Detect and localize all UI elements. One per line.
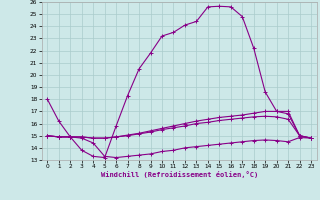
X-axis label: Windchill (Refroidissement éolien,°C): Windchill (Refroidissement éolien,°C) [100, 171, 258, 178]
